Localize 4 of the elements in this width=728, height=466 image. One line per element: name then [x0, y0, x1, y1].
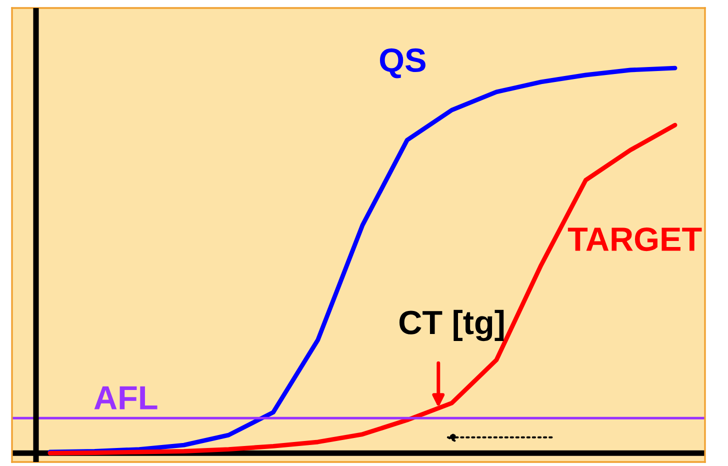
series-label: TARGET: [568, 227, 702, 252]
annotation: CT [tg]: [399, 310, 504, 342]
ref-line-label: AFL: [94, 386, 158, 410]
series-label: QS: [380, 48, 426, 78]
